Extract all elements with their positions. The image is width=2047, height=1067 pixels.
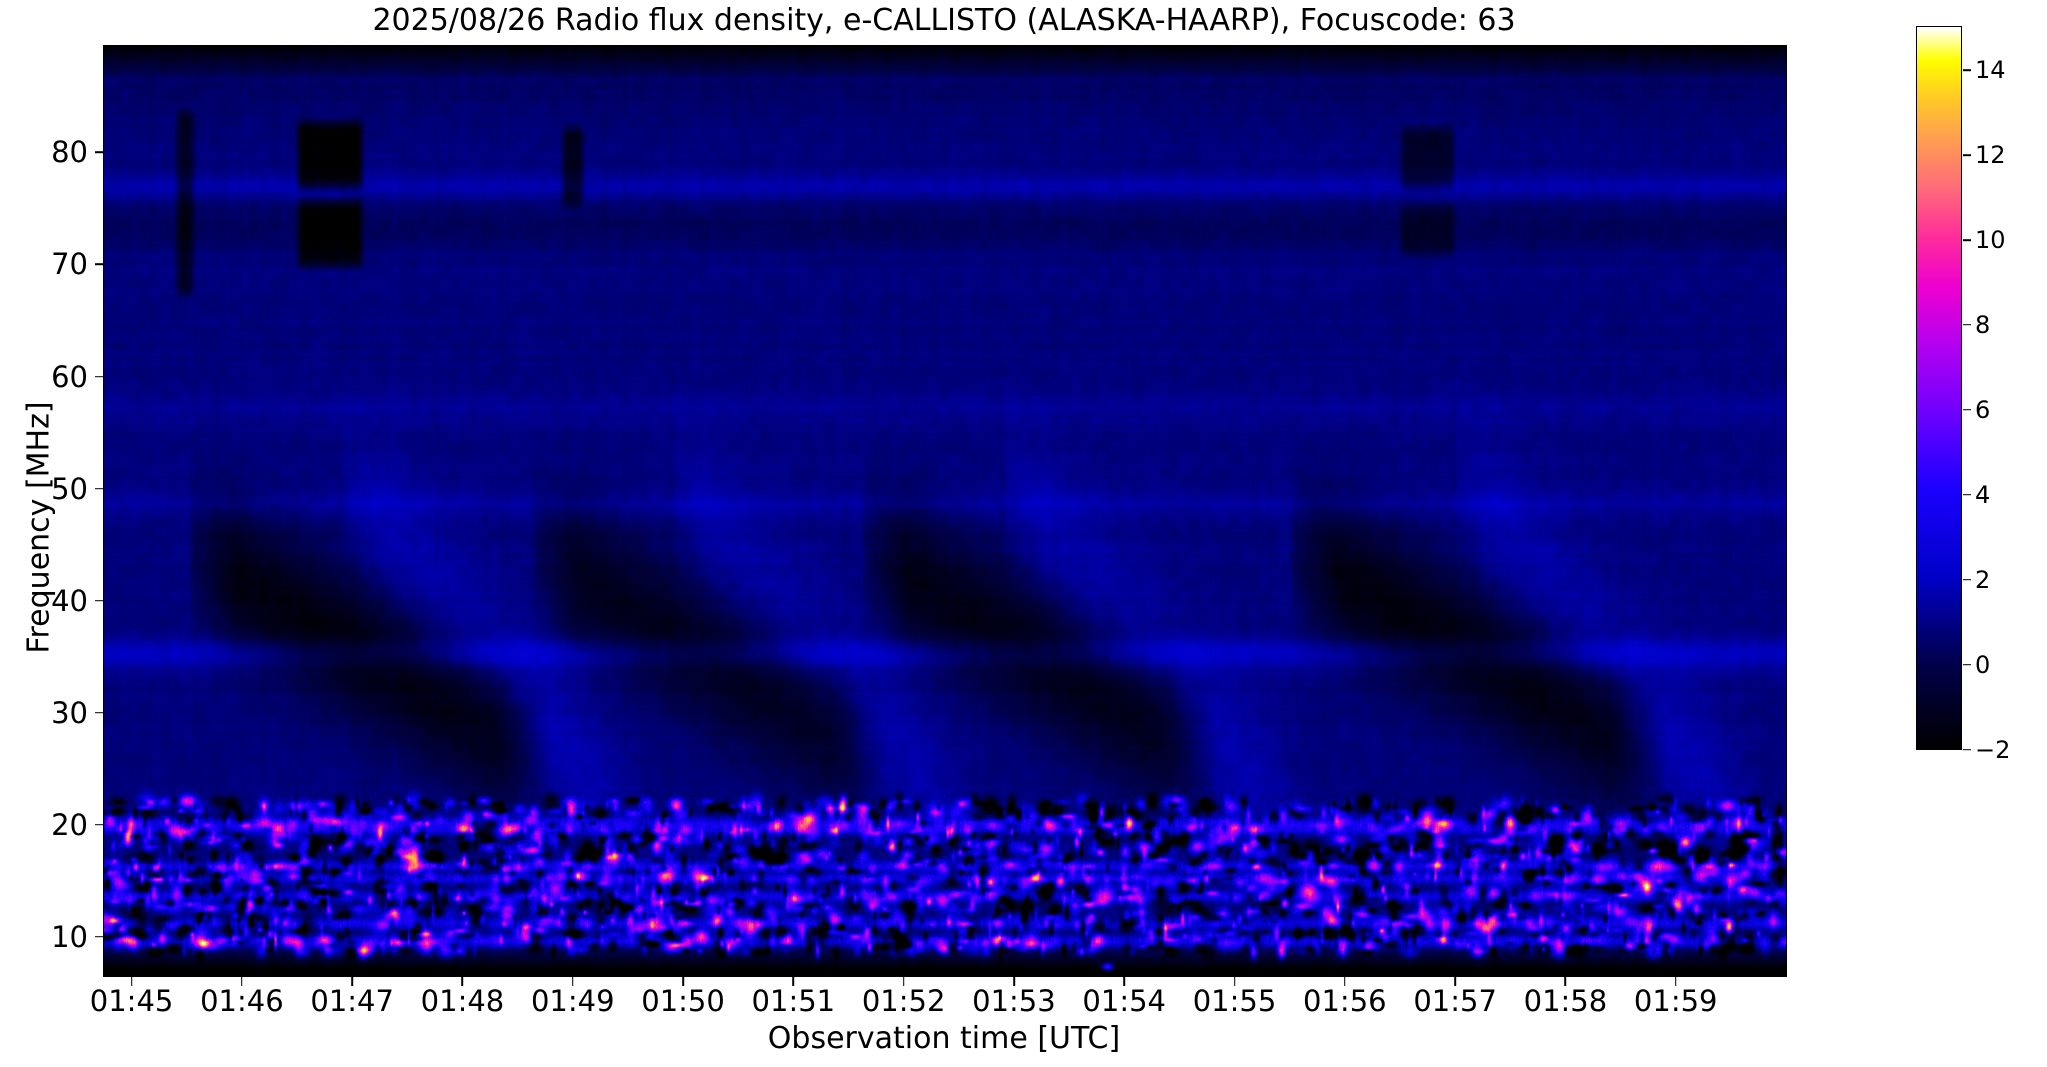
colorbar-tick-mark [1963,409,1971,411]
colorbar-tick-mark [1963,154,1971,156]
x-tick-label: 01:55 [1192,984,1277,1018]
x-tick-label: 01:45 [89,984,174,1018]
y-tick-mark [95,263,104,266]
x-tick-label: 01:59 [1633,984,1718,1018]
colorbar-gradient [1917,27,1961,749]
y-tick-mark [95,487,104,490]
x-tick-mark [461,977,464,986]
colorbar-tick-label: 8 [1975,310,1991,339]
colorbar[interactable] [1916,26,1962,750]
y-tick-label: 40 [51,583,88,618]
x-tick-label: 01:53 [972,984,1056,1018]
x-tick-mark [1233,977,1236,986]
colorbar-tick-label: 0 [1975,650,1991,679]
colorbar-tick-label: 6 [1975,395,1991,424]
colorbar-tick-label: 14 [1975,56,2006,85]
x-tick-mark [792,977,795,986]
x-tick-mark [1013,977,1015,986]
colorbar-tick-label: 2 [1975,565,1991,594]
colorbar-tick-mark [1963,239,1971,241]
y-tick-label: 10 [51,919,88,954]
x-tick-mark [1674,977,1677,986]
y-tick-mark [95,823,104,826]
y-tick-mark [95,375,104,378]
x-tick-mark [1344,977,1346,986]
y-axis-label: Frequency [MHz] [21,401,57,654]
spectrogram-plot-area[interactable] [103,45,1787,977]
x-tick-mark [571,977,574,986]
y-tick-label: 60 [51,359,88,394]
x-tick-mark [351,977,353,986]
page-title: 2025/08/26 Radio flux density, e-CALLIST… [372,3,1516,38]
x-tick-label: 01:57 [1413,984,1497,1018]
x-tick-label: 01:56 [1303,984,1387,1018]
x-tick-label: 01:47 [310,984,394,1018]
y-tick-mark [95,151,104,154]
x-tick-label: 01:50 [641,984,725,1018]
y-tick-label: 20 [51,807,88,842]
y-tick-mark [95,599,104,602]
colorbar-tick-mark [1963,663,1971,666]
x-tick-label: 01:51 [751,984,836,1018]
x-tick-mark [241,977,243,986]
colorbar-tick-mark [1963,578,1971,581]
x-tick-label: 01:49 [530,984,615,1018]
y-tick-label: 50 [51,471,88,506]
colorbar-tick-mark [1963,748,1971,751]
y-tick-label: 70 [51,247,88,282]
x-tick-label: 01:58 [1523,984,1608,1018]
colorbar-tick-label: 10 [1975,225,2006,254]
colorbar-tick-mark [1963,493,1971,496]
colorbar-tick-mark [1963,69,1971,71]
x-tick-mark [1454,977,1456,986]
x-tick-label: 01:46 [200,984,284,1018]
x-tick-mark [902,977,905,986]
x-tick-label: 01:48 [420,984,505,1018]
colorbar-tick-label: 12 [1975,141,2006,169]
y-tick-mark [95,935,104,938]
x-axis-label: Observation time [UTC] [767,1021,1121,1056]
spectrogram-image [104,46,1786,976]
colorbar-tick-label: −2 [1975,735,2011,764]
y-tick-label: 80 [51,135,88,170]
y-tick-label: 30 [51,695,88,730]
colorbar-tick-mark [1963,324,1971,326]
colorbar-tick-label: 4 [1975,480,1991,509]
x-tick-mark [1564,977,1567,986]
y-tick-mark [95,711,104,714]
x-tick-mark [1123,977,1126,986]
x-tick-label: 01:52 [861,984,946,1018]
x-tick-label: 01:54 [1082,984,1167,1018]
x-tick-mark [130,977,133,986]
x-tick-mark [682,977,684,986]
